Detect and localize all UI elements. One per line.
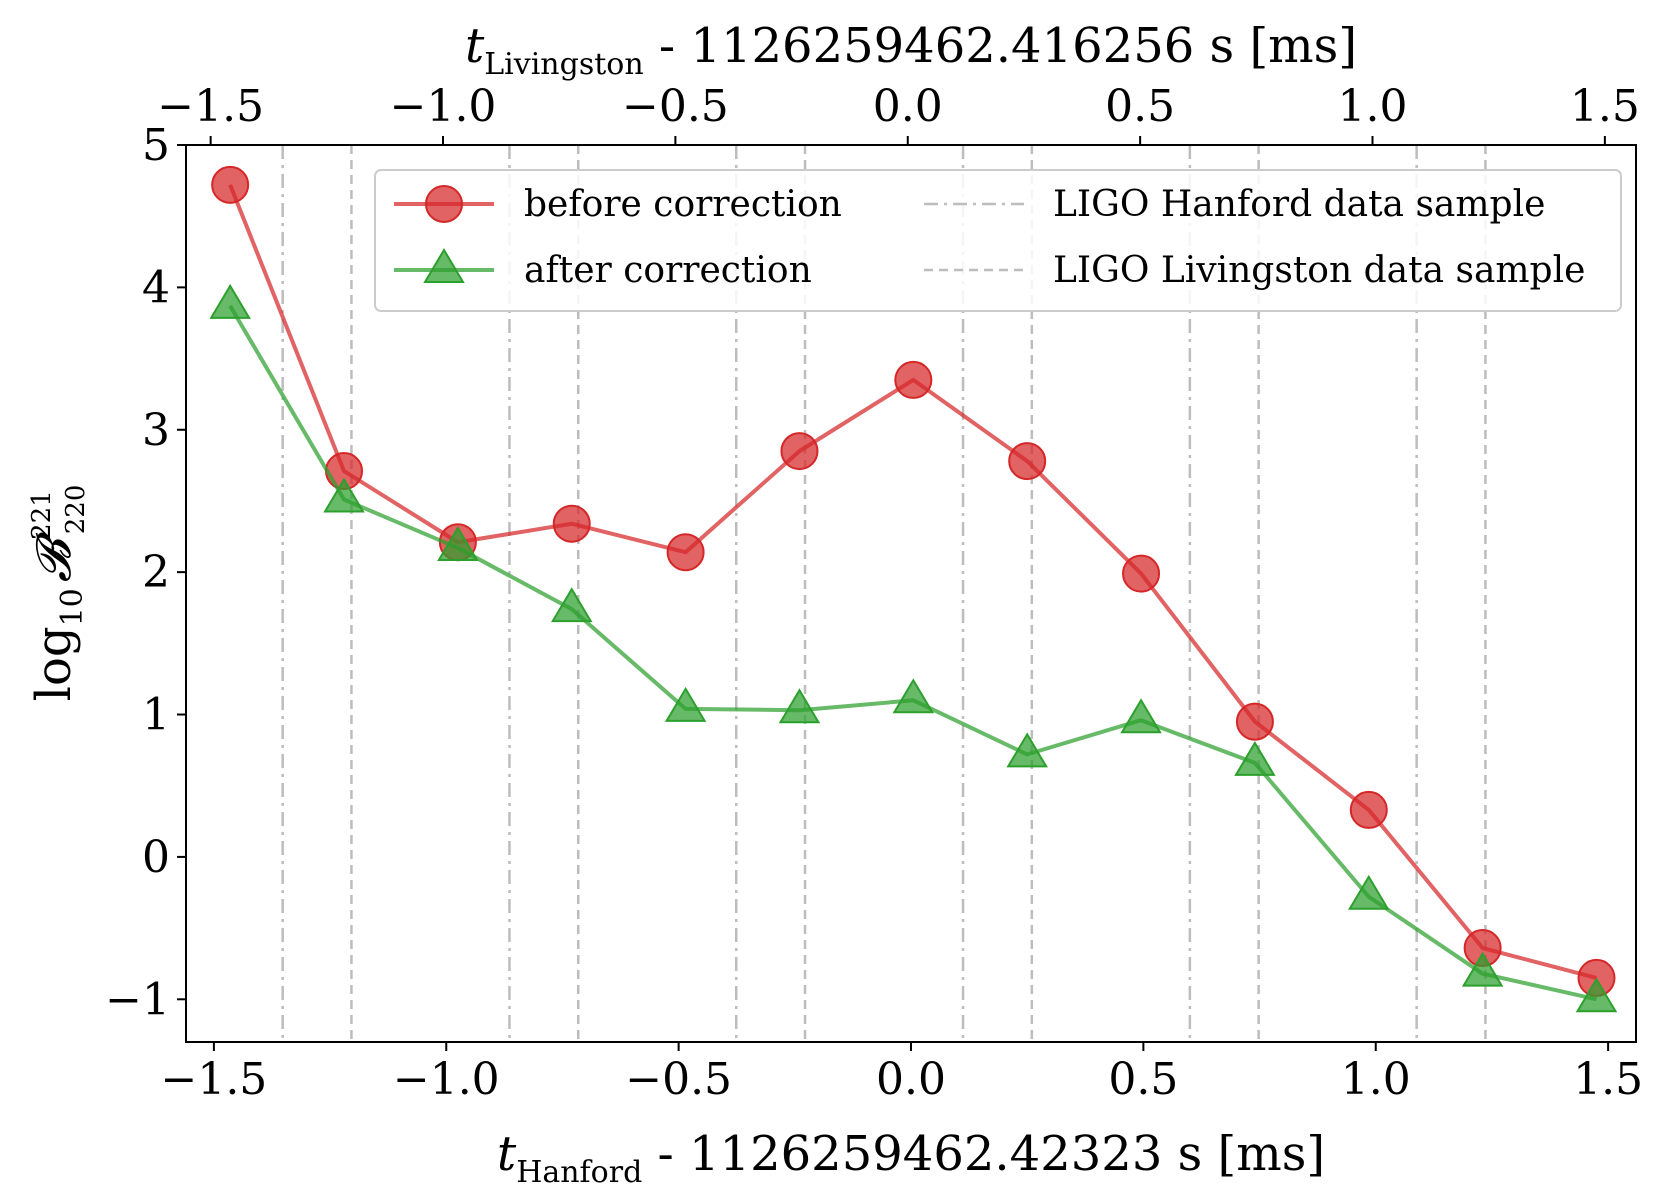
y-tick-label: 3 bbox=[142, 405, 170, 456]
top-x-axis: −1.5 −1.0 −0.5 0.0 0.5 1.0 1.5 bbox=[157, 81, 1640, 145]
top-x-tick-label: 0.5 bbox=[1105, 81, 1175, 132]
series-after-correction bbox=[209, 283, 1618, 1013]
x-tick-label: 1.5 bbox=[1573, 1054, 1643, 1105]
legend-item-0: before correction bbox=[394, 184, 842, 225]
data-point bbox=[550, 587, 593, 623]
legend-items: before correction after correction LIGO Ha… bbox=[394, 184, 1585, 291]
y-tick-label: 0 bbox=[142, 832, 170, 883]
y-axis-title: log10𝓑221 220 bbox=[26, 485, 91, 702]
x-tick-label: −1.0 bbox=[393, 1054, 500, 1105]
data-point bbox=[1349, 790, 1388, 829]
data-point bbox=[437, 525, 479, 561]
legend-item-3: LIGO Livingston data sample bbox=[924, 250, 1585, 291]
data-point bbox=[1006, 732, 1048, 768]
x-tick-label: 0.5 bbox=[1108, 1054, 1178, 1105]
data-point bbox=[666, 533, 705, 572]
x-tick-label: −1.5 bbox=[160, 1054, 267, 1105]
legend-label: LIGO Hanford data sample bbox=[1053, 184, 1545, 225]
top-x-tick-label: −1.5 bbox=[157, 81, 264, 132]
top-x-tick-label: −1.0 bbox=[390, 81, 497, 132]
data-point bbox=[1235, 702, 1274, 741]
data-point bbox=[1461, 951, 1504, 987]
data-point bbox=[1348, 874, 1390, 910]
data-point bbox=[894, 360, 933, 399]
data-point bbox=[1120, 698, 1162, 734]
top-x-tick-label: 1.0 bbox=[1338, 81, 1408, 132]
legend-label: before correction bbox=[524, 184, 842, 225]
x-axis: −1.5 −1.0 −0.5 0.0 0.5 1.0 1.5 bbox=[160, 1042, 1643, 1105]
legend-item-2: LIGO Hanford data sample bbox=[924, 184, 1545, 225]
top-x-tick-label: 1.5 bbox=[1570, 81, 1640, 132]
legend-marker bbox=[423, 248, 465, 283]
legend-label: after correction bbox=[524, 250, 812, 291]
y-tick-label: −1 bbox=[105, 974, 170, 1025]
legend-box bbox=[374, 169, 1622, 312]
data-point bbox=[892, 678, 935, 714]
data-point bbox=[1575, 977, 1618, 1013]
data-point bbox=[211, 165, 250, 204]
data-point bbox=[780, 432, 819, 471]
y-tick-label: 1 bbox=[142, 690, 170, 741]
legend: before correction after correction LIGO Ha… bbox=[374, 169, 1622, 312]
data-point bbox=[664, 686, 707, 722]
y-tick-label: 5 bbox=[142, 120, 170, 171]
legend-label: LIGO Livingston data sample bbox=[1053, 250, 1585, 291]
y-tick-label: 2 bbox=[142, 547, 170, 598]
top-x-tick-label: −0.5 bbox=[622, 81, 729, 132]
data-point bbox=[552, 504, 591, 543]
data-point bbox=[778, 688, 821, 724]
legend-item-1: after correction bbox=[394, 248, 812, 291]
series-line bbox=[228, 304, 1597, 1002]
data-point bbox=[1122, 554, 1161, 593]
x-tick-label: 0.0 bbox=[876, 1054, 946, 1105]
data-series bbox=[209, 165, 1618, 1013]
legend-marker bbox=[425, 185, 463, 223]
x-axis-title: tHanford - 1126259462.42323 s [ms] bbox=[497, 1126, 1325, 1190]
y-axis: −1 0 1 2 3 4 5 bbox=[105, 120, 186, 1025]
data-point bbox=[209, 283, 251, 319]
top-x-tick-label: 0.0 bbox=[873, 81, 943, 132]
top-x-axis-title: tLivingston - 1126259462.416256 s [ms] bbox=[465, 18, 1357, 82]
x-tick-label: −0.5 bbox=[625, 1054, 732, 1105]
data-point bbox=[1008, 442, 1047, 481]
data-point bbox=[323, 477, 365, 513]
x-tick-label: 1.0 bbox=[1341, 1054, 1411, 1105]
data-point bbox=[1234, 740, 1276, 776]
y-tick-label: 4 bbox=[142, 262, 170, 313]
